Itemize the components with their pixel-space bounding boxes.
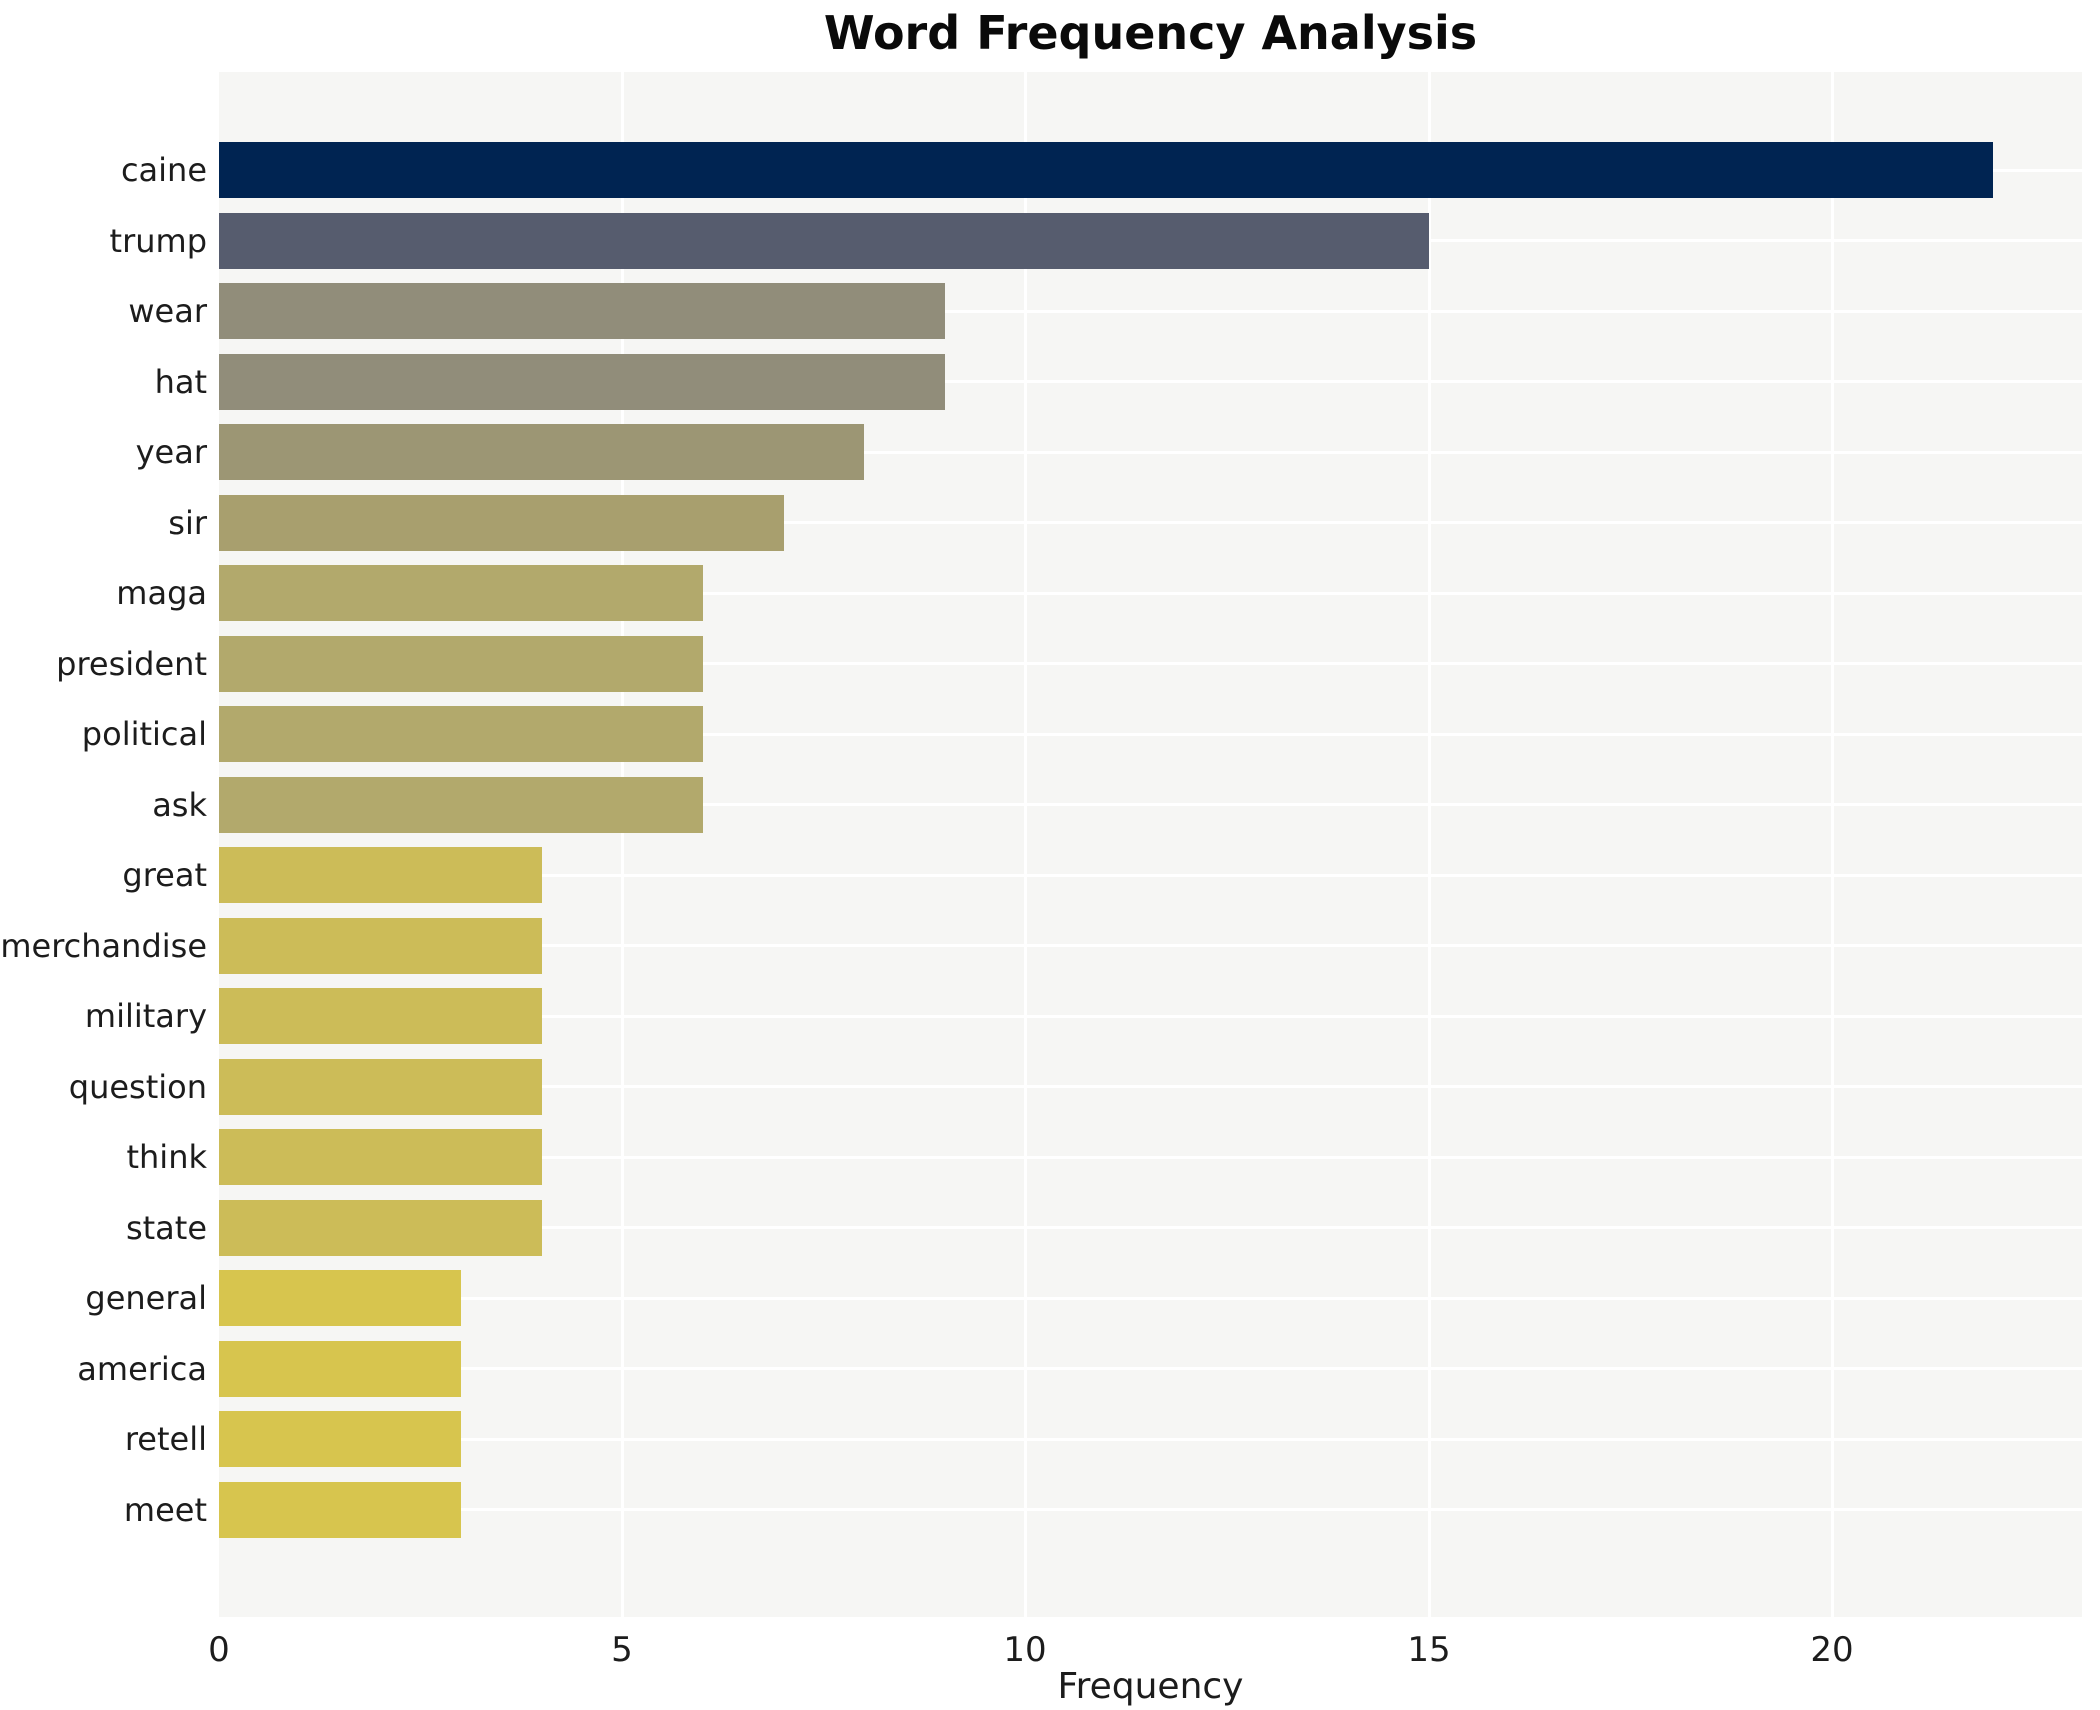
y-axis-label-hat: hat [154,363,207,401]
gridline-horizontal [219,1226,2082,1229]
y-axis-label-america: america [77,1350,207,1388]
y-axis-label-maga: maga [116,574,207,612]
gridline-horizontal [219,1156,2082,1159]
bar-political [219,706,703,762]
gridline-horizontal [219,380,2082,383]
gridline-horizontal [219,1015,2082,1018]
bar-military [219,988,542,1044]
gridline-vertical [1024,72,1027,1617]
bar-caine [219,142,1993,198]
gridline-horizontal [219,874,2082,877]
y-axis-label-general: general [85,1279,207,1317]
y-axis-label-president: president [56,645,207,683]
bar-state [219,1200,542,1256]
gridline-horizontal [219,592,2082,595]
gridline-horizontal [219,1085,2082,1088]
y-axis-label-question: question [68,1068,207,1106]
x-tick-label-5: 5 [611,1630,633,1670]
gridline-horizontal [219,451,2082,454]
gridline-horizontal [219,1438,2082,1441]
bar-merchandise [219,918,542,974]
y-axis-label-trump: trump [109,222,207,260]
y-axis-label-great: great [122,856,207,894]
x-tick-label-0: 0 [208,1630,230,1670]
y-axis-label-merchandise: merchandise [0,927,207,965]
y-axis-label-meet: meet [123,1491,207,1529]
x-tick-label-15: 15 [1407,1630,1451,1670]
bar-year [219,424,864,480]
y-axis-label-retell: retell [124,1420,207,1458]
bar-meet [219,1482,461,1538]
y-axis-label-year: year [135,433,207,471]
bar-retell [219,1411,461,1467]
bar-sir [219,495,784,551]
bar-think [219,1129,542,1185]
bar-hat [219,354,945,410]
y-axis-label-wear: wear [128,292,207,330]
gridline-horizontal [219,1367,2082,1370]
gridline-horizontal [219,521,2082,524]
y-axis-label-ask: ask [152,786,207,824]
y-axis-label-think: think [126,1138,207,1176]
bar-america [219,1341,461,1397]
plot-area [219,72,2082,1617]
y-axis-label-caine: caine [120,151,207,189]
y-axis-label-state: state [125,1209,207,1247]
y-axis-label-sir: sir [168,504,207,542]
gridline-horizontal [219,1508,2082,1511]
gridline-horizontal [219,944,2082,947]
gridline-horizontal [219,1297,2082,1300]
gridline-horizontal [219,803,2082,806]
chart-title: Word Frequency Analysis [823,6,1478,60]
y-axis-label-political: political [81,715,207,753]
x-axis-title: Frequency [1057,1666,1244,1707]
gridline-vertical [621,72,624,1617]
gridline-horizontal [219,662,2082,665]
bar-great [219,847,542,903]
y-axis-label-military: military [84,997,207,1035]
bar-maga [219,565,703,621]
gridline-horizontal [219,310,2082,313]
bar-question [219,1059,542,1115]
bar-president [219,636,703,692]
gridline-horizontal [219,733,2082,736]
x-tick-label-10: 10 [1003,1630,1047,1670]
gridline-vertical [1831,72,1834,1617]
x-tick-label-20: 20 [1810,1630,1854,1670]
gridline-vertical [1428,72,1431,1617]
bar-ask [219,777,703,833]
y-axis-labels: caine trump wear hat year sir maga president pol… [0,72,207,1617]
bar-general [219,1270,461,1326]
bar-trump [219,213,1429,269]
bar-wear [219,283,945,339]
